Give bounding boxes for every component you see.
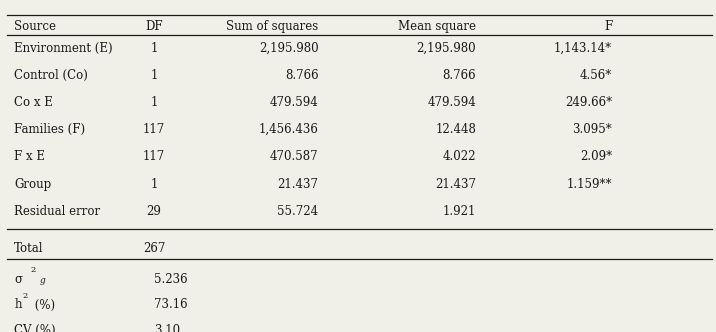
Text: 470.587: 470.587 xyxy=(270,150,319,163)
Text: Total: Total xyxy=(14,242,44,255)
Text: Residual error: Residual error xyxy=(14,205,100,218)
Text: 2,195.980: 2,195.980 xyxy=(417,42,476,54)
Text: 479.594: 479.594 xyxy=(270,96,319,109)
Text: 1.921: 1.921 xyxy=(442,205,476,218)
Text: 1,456.436: 1,456.436 xyxy=(258,123,319,136)
Text: F x E: F x E xyxy=(14,150,45,163)
Text: 1.159**: 1.159** xyxy=(566,178,612,191)
Text: 3.10: 3.10 xyxy=(154,324,180,332)
Text: Families (F): Families (F) xyxy=(14,123,85,136)
Text: 73.16: 73.16 xyxy=(154,298,188,311)
Text: 117: 117 xyxy=(142,150,165,163)
Text: Environment (E): Environment (E) xyxy=(14,42,113,54)
Text: (%): (%) xyxy=(31,298,55,311)
Text: Control (Co): Control (Co) xyxy=(14,69,88,82)
Text: F: F xyxy=(604,20,612,33)
Text: 2.09*: 2.09* xyxy=(580,150,612,163)
Text: 1: 1 xyxy=(150,42,158,54)
Text: 1: 1 xyxy=(150,178,158,191)
Text: 4.022: 4.022 xyxy=(442,150,476,163)
Text: 8.766: 8.766 xyxy=(442,69,476,82)
Text: Source: Source xyxy=(14,20,57,33)
Text: 21.437: 21.437 xyxy=(435,178,476,191)
Text: 2: 2 xyxy=(23,292,28,300)
Text: Group: Group xyxy=(14,178,52,191)
Text: Co x E: Co x E xyxy=(14,96,53,109)
Text: 3.095*: 3.095* xyxy=(572,123,612,136)
Text: 267: 267 xyxy=(142,242,165,255)
Text: 1: 1 xyxy=(150,69,158,82)
Text: h: h xyxy=(14,298,21,311)
Text: CV (%): CV (%) xyxy=(14,324,56,332)
Text: 479.594: 479.594 xyxy=(427,96,476,109)
Text: σ: σ xyxy=(14,273,22,286)
Text: 4.56*: 4.56* xyxy=(580,69,612,82)
Text: 12.448: 12.448 xyxy=(435,123,476,136)
Text: 117: 117 xyxy=(142,123,165,136)
Text: 249.66*: 249.66* xyxy=(565,96,612,109)
Text: 8.766: 8.766 xyxy=(285,69,319,82)
Text: 5.236: 5.236 xyxy=(154,273,188,286)
Text: Mean square: Mean square xyxy=(398,20,476,33)
Text: 29: 29 xyxy=(147,205,161,218)
Text: 55.724: 55.724 xyxy=(278,205,319,218)
Text: Sum of squares: Sum of squares xyxy=(226,20,319,33)
Text: 2: 2 xyxy=(30,266,35,274)
Text: 1: 1 xyxy=(150,96,158,109)
Text: 21.437: 21.437 xyxy=(278,178,319,191)
Text: 2,195.980: 2,195.980 xyxy=(259,42,319,54)
Text: g: g xyxy=(40,276,46,285)
Text: 1,143.14*: 1,143.14* xyxy=(554,42,612,54)
Text: DF: DF xyxy=(145,20,163,33)
